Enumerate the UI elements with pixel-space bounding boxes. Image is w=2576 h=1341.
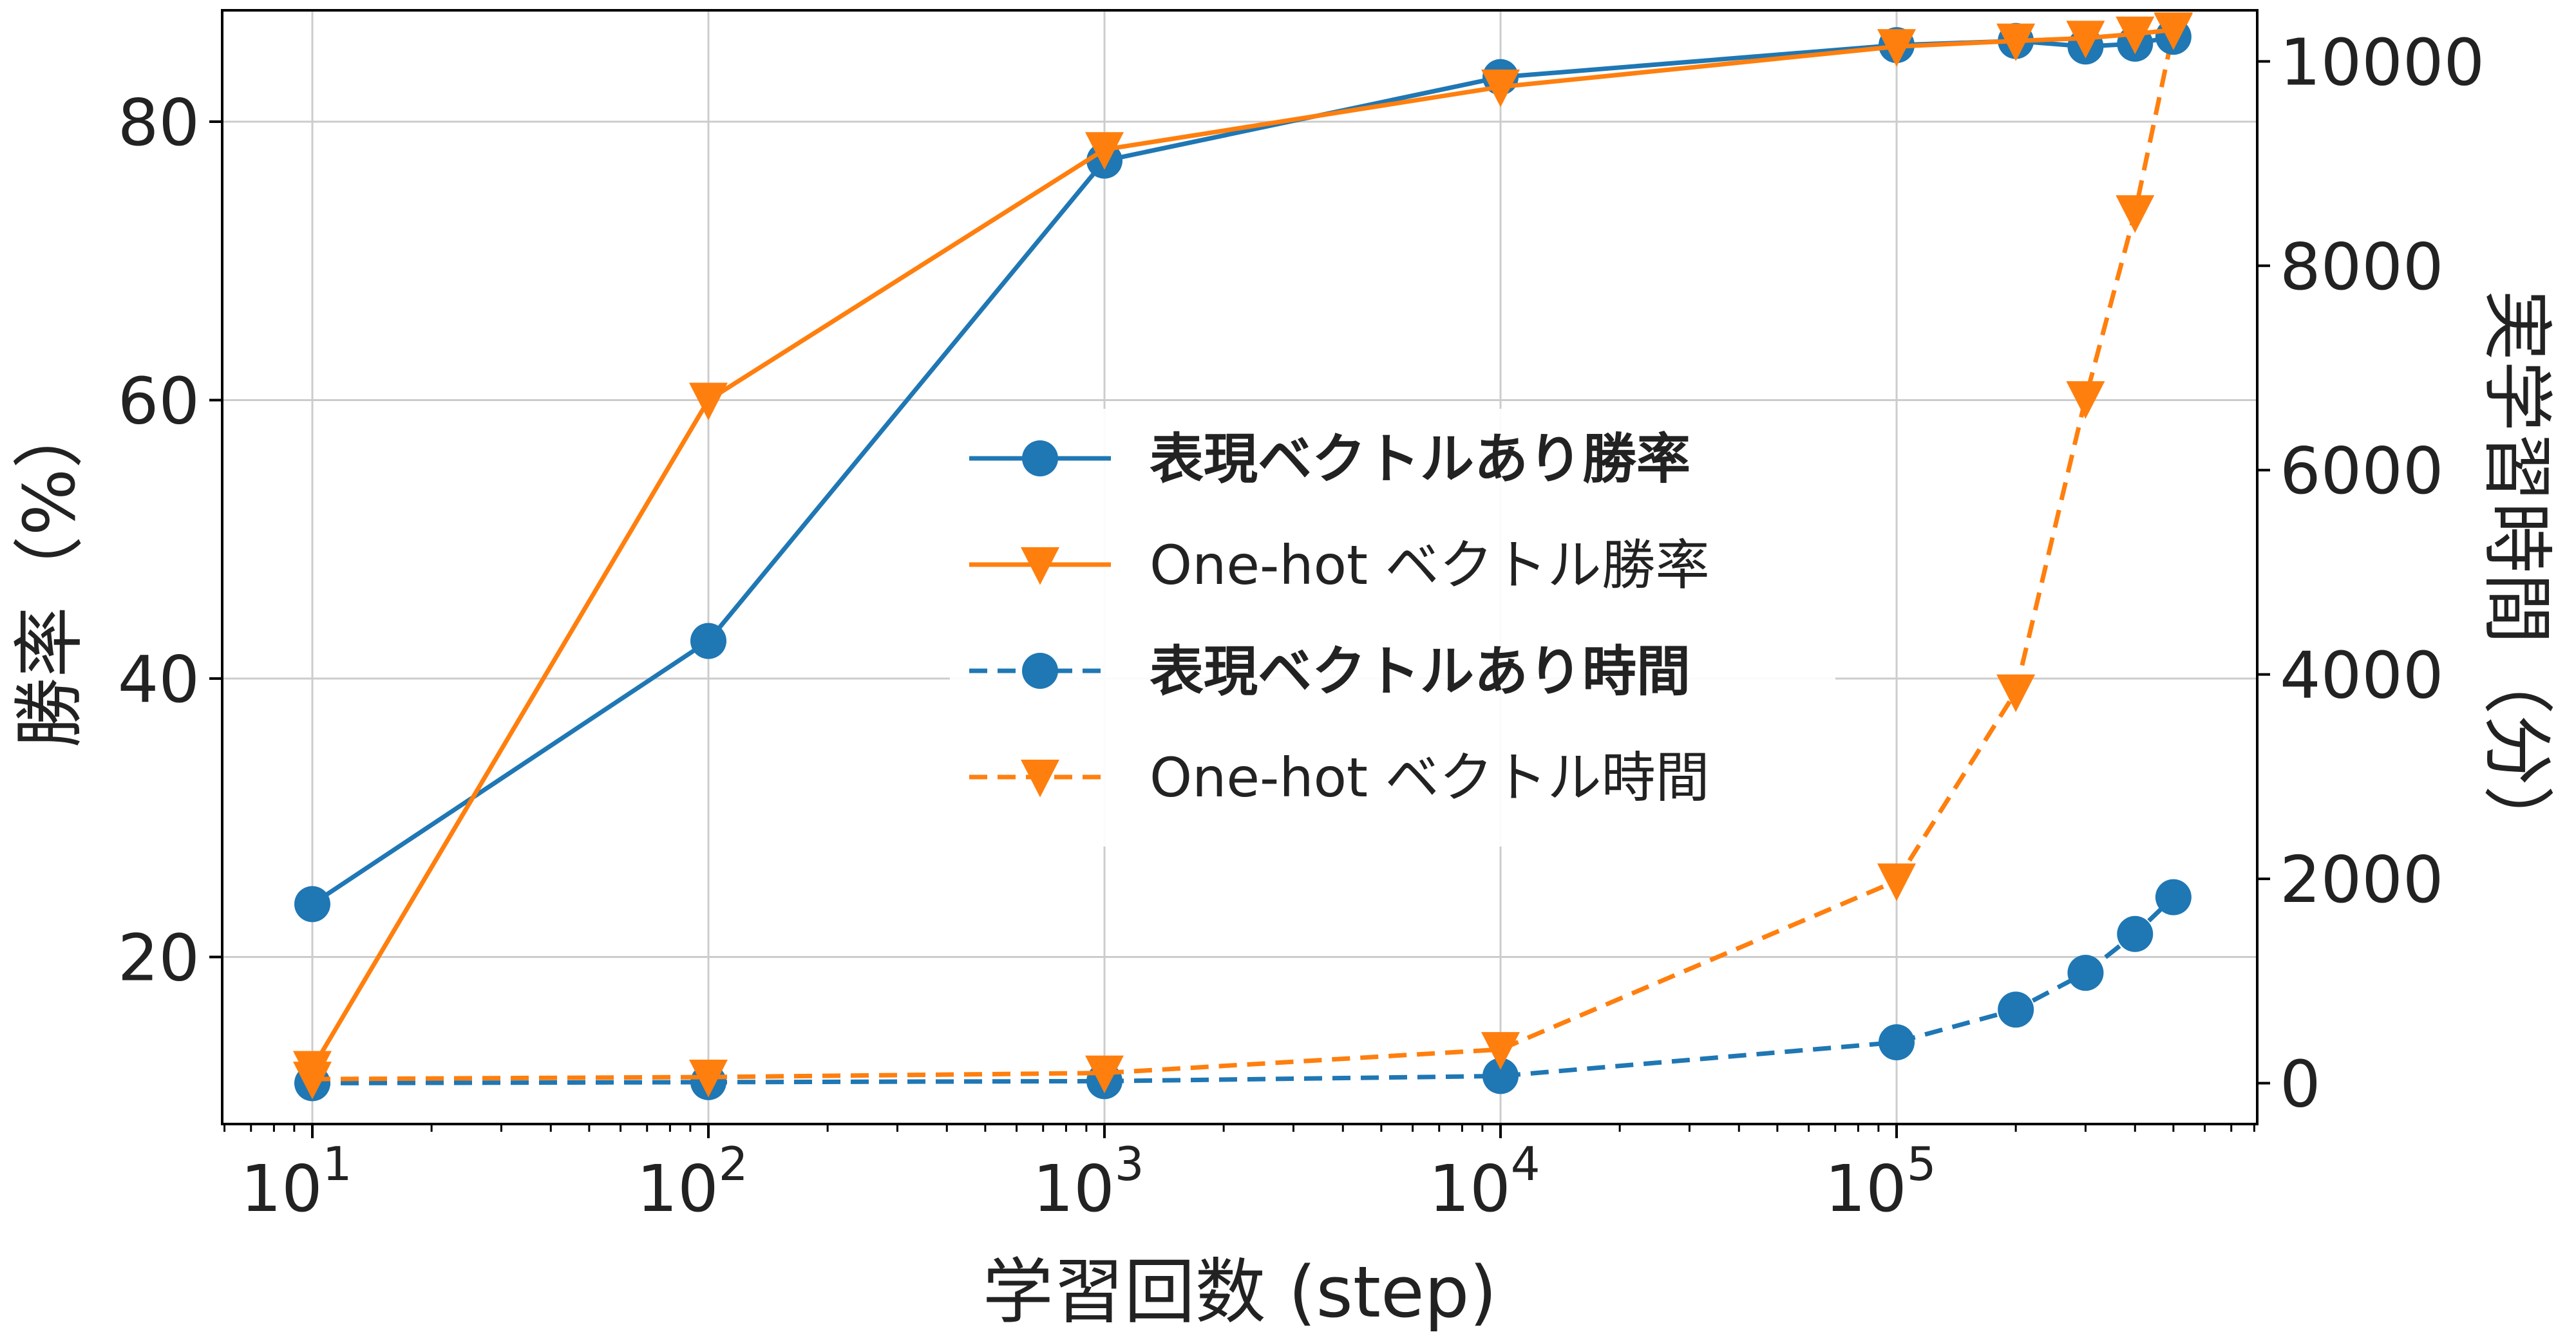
x-tick-label-exponent: 1: [323, 1137, 352, 1191]
data-point: [2117, 915, 2154, 952]
legend-label: One-hot ベクトル勝率: [1150, 534, 1710, 597]
plot-frame: [221, 9, 2259, 1125]
y-left-tick-label: 20: [118, 921, 200, 996]
legend-box: [950, 409, 1835, 847]
y-left-tick-label: 60: [118, 364, 200, 439]
data-point: [2154, 12, 2193, 50]
data-point: [689, 382, 728, 420]
axis-ticks: 101 102 103 104 1052040608002000400060008000…: [118, 24, 2485, 1226]
data-point: [1481, 1032, 1520, 1070]
data-point: [2116, 195, 2155, 233]
x-tick-label-base: 10: [636, 1151, 718, 1226]
legend-marker: [1022, 440, 1058, 476]
legend-marker: [1021, 760, 1059, 798]
y-right-tick-label: 4000: [2280, 638, 2444, 713]
data-point: [1996, 23, 2036, 62]
data-point: [1877, 863, 1916, 901]
x-tick-label-base: 10: [240, 1151, 322, 1226]
x-tick-label: 102: [636, 1137, 748, 1226]
x-tick-label: 101: [240, 1137, 352, 1226]
x-tick-label-base: 10: [1824, 1151, 1906, 1226]
data-point: [2066, 21, 2105, 59]
series-2: [294, 879, 2192, 1102]
x-tick-label-exponent: 5: [1907, 1137, 1937, 1191]
data-point: [1998, 991, 2034, 1028]
x-tick-label: 104: [1428, 1137, 1540, 1226]
data-point: [294, 886, 330, 923]
x-tick-label: 105: [1824, 1137, 1936, 1226]
legend-marker: [1021, 547, 1059, 585]
legend-marker: [1022, 653, 1058, 689]
legend-label: 表現ベクトルあり勝率: [1150, 427, 1690, 491]
data-point: [2067, 955, 2104, 991]
data-point: [1085, 1055, 1124, 1094]
y-axis-right-title: 実学習時間（分）: [2476, 290, 2558, 856]
x-tick-label-base: 10: [1032, 1151, 1114, 1226]
x-tick-label-exponent: 4: [1511, 1137, 1540, 1191]
data-point: [1879, 1024, 1915, 1061]
x-tick-label-exponent: 2: [719, 1137, 748, 1191]
x-tick-label: 103: [1032, 1137, 1144, 1226]
data-point: [689, 1059, 728, 1098]
data-point: [293, 1051, 332, 1089]
y-right-tick-label: 8000: [2280, 229, 2444, 305]
data-point: [1996, 674, 2036, 713]
x-tick-label-exponent: 3: [1115, 1137, 1144, 1191]
y-right-tick-label: 0: [2280, 1047, 2321, 1122]
data-point: [2116, 16, 2155, 55]
y-axis-left-title: 勝率（%）: [8, 398, 91, 749]
x-tick-label-base: 10: [1428, 1151, 1510, 1226]
data-point: [1877, 29, 1916, 67]
data-point: [1085, 132, 1124, 170]
series-1: [293, 12, 2193, 1089]
data-point: [690, 623, 726, 659]
data-point: [1482, 1058, 1519, 1094]
legend-label: One-hot ベクトル時間: [1150, 746, 1710, 809]
data-point: [2066, 381, 2105, 419]
x-axis-title: 学習回数 (step): [983, 1251, 1497, 1333]
legend-label: 表現ベクトルあり時間: [1150, 640, 1690, 703]
y-left-tick-label: 40: [118, 642, 200, 717]
series-layer: [293, 12, 2193, 1102]
y-right-tick-label: 10000: [2280, 24, 2485, 100]
y-right-tick-label: 6000: [2280, 433, 2444, 509]
data-point: [2155, 879, 2192, 915]
series-line: [312, 896, 2175, 1086]
data-point: [1481, 69, 1520, 108]
y-right-tick-label: 2000: [2280, 842, 2444, 917]
y-left-tick-label: 80: [118, 85, 200, 160]
